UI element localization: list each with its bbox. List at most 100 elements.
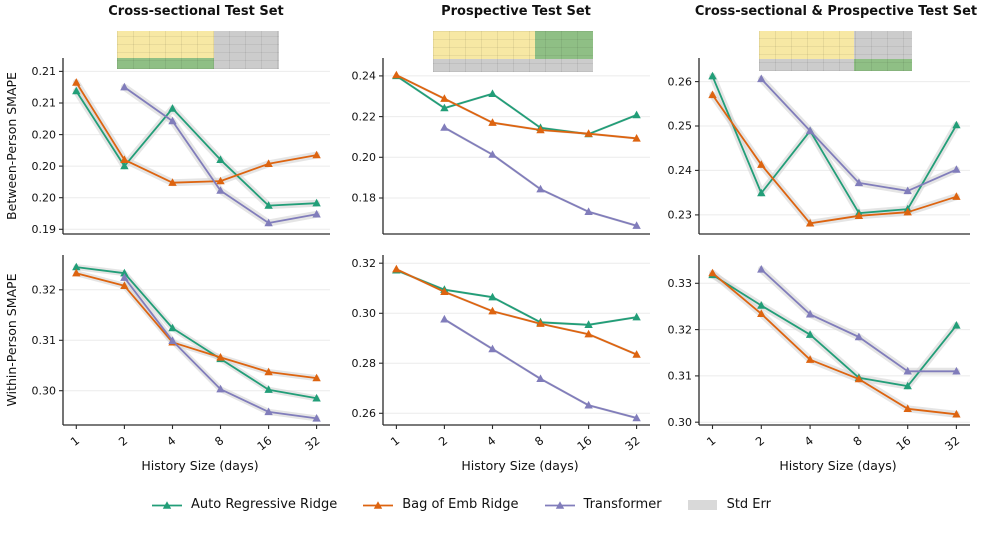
band-swatch (686, 498, 720, 512)
triangle-marker (264, 159, 273, 167)
triangle-marker (168, 178, 177, 186)
y-tick-label: 0.30 (32, 384, 57, 397)
triangle-marker (584, 129, 593, 137)
triangle-marker (312, 209, 321, 218)
triangle-marker (757, 309, 766, 317)
triangle-marker (488, 150, 497, 158)
series-line (711, 272, 957, 416)
y-tick-label: 0.23 (668, 209, 693, 222)
subplot-canvas: 0.26 0.25 0.24 0.23 (668, 58, 970, 235)
triangle-marker (120, 82, 129, 91)
series-line (443, 318, 637, 419)
triangle-marker (757, 160, 766, 168)
triangle-marker (805, 218, 815, 227)
triangle-marker (72, 268, 81, 277)
inset-cell-yellow (433, 31, 536, 59)
triangle-marker (584, 329, 593, 338)
significance-inset-table (433, 31, 593, 72)
inset-cell-green (535, 31, 593, 59)
y-tick-label: 0.28 (352, 357, 377, 370)
line-triangle-swatch (150, 498, 184, 512)
x-tick-label: 8 (850, 433, 864, 449)
inset-cell-gray (535, 58, 593, 72)
y-tick-label: 0.20 (32, 191, 57, 204)
triangle-marker (440, 103, 449, 112)
triangle-marker (536, 184, 545, 193)
y-tick-label: 0.32 (352, 257, 377, 270)
triangle-marker (536, 319, 545, 327)
inset-row (117, 31, 279, 58)
triangle-marker (952, 409, 961, 418)
triangle-marker (952, 120, 961, 129)
triangle-marker (805, 330, 815, 338)
x-tick-label: 32 (622, 433, 642, 453)
inset-row (759, 31, 912, 59)
series-line (711, 75, 958, 214)
triangle-marker (584, 207, 593, 215)
x-tick-label: 1 (704, 433, 718, 449)
y-tick-label: 0.30 (352, 307, 377, 320)
triangle-marker (440, 123, 449, 131)
triangle-marker (903, 207, 912, 216)
inset-row (117, 57, 279, 69)
inset-gridlines (117, 31, 279, 69)
line-triangle-swatch (543, 498, 577, 512)
triangle-marker (632, 350, 641, 358)
triangle-marker (440, 287, 449, 295)
triangle-marker (392, 264, 401, 273)
inset-gridlines (759, 31, 912, 71)
triangle-marker (216, 186, 225, 194)
triangle-marker (488, 292, 497, 301)
series-line (396, 74, 637, 140)
legend-item-std-err: Std Err (686, 497, 771, 512)
y-tick-label: 0.20 (32, 160, 57, 173)
legend-label: Std Err (726, 497, 771, 512)
subplot-title-cross-sectional-prospective: Cross-sectional & Prospective Test Set (694, 4, 978, 19)
y-tick-label: 0.24 (668, 164, 693, 177)
y-tick-label: 0.22 (352, 110, 377, 123)
line-triangle-swatch (361, 498, 395, 512)
series-line (123, 277, 317, 420)
triangle-marker (536, 125, 545, 134)
significance-inset-table (759, 31, 912, 71)
subplot-canvas: 0.21 0.21 0.20 0.20 0.20 0.19 Between-Person S… (4, 58, 330, 236)
y-tick-label: 0.26 (352, 407, 377, 420)
legend-label: Bag of Emb Ridge (402, 497, 519, 512)
triangle-marker (168, 336, 177, 344)
triangle-marker (805, 309, 815, 318)
subplot-between-cross-sectional-prospective: 0.26 0.25 0.24 0.23 (666, 26, 996, 238)
triangle-marker (854, 332, 864, 341)
std-err-band (395, 267, 638, 356)
subplot-between-prospective: 0.24 0.22 0.20 0.18 (340, 26, 666, 238)
triangle-marker (312, 414, 321, 422)
inset-cell-green (853, 59, 912, 71)
y-axis-label: Between-Person SMAPE (4, 72, 19, 220)
inset-cell-yellow (759, 31, 854, 59)
triangle-marker (488, 118, 497, 126)
y-tick-label: 0.32 (32, 284, 57, 297)
triangle-marker (854, 211, 864, 219)
x-tick-label: 2 (753, 433, 767, 449)
series-line (396, 269, 637, 326)
subplot-canvas: 0.32 0.30 0.28 0.26 1 2 4 8 16 32 (352, 255, 650, 453)
subplot-canvas: 0.32 0.31 0.30 1 2 4 8 16 32 Within-Person SMAPE (4, 255, 330, 453)
y-tick-label: 0.32 (668, 323, 693, 336)
triangle-marker (584, 320, 593, 328)
triangle-marker (264, 218, 273, 227)
legend-item-transformer: Transformer (543, 497, 662, 512)
triangle-marker (488, 344, 497, 353)
y-tick-label: 0.31 (32, 334, 57, 347)
series-line (712, 274, 958, 387)
x-tick-label: 1 (388, 433, 402, 449)
triangle-marker (312, 198, 321, 207)
triangle-marker (952, 321, 961, 329)
triangle-marker (903, 366, 912, 375)
y-axis-label: Within-Person SMAPE (4, 273, 19, 406)
triangle-marker (168, 116, 177, 125)
triangle-marker (903, 186, 912, 195)
triangle-marker (72, 78, 81, 86)
triangle-marker (708, 90, 717, 99)
x-tick-label: 2 (116, 433, 130, 449)
triangle-marker (120, 273, 129, 281)
